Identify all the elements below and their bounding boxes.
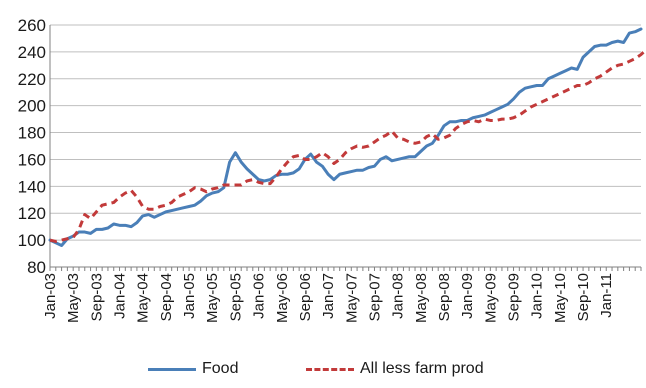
chart-legend: Food All less farm prod: [0, 360, 646, 386]
x-tick-label: Jan-04: [112, 273, 129, 319]
x-tick-label: Jan-11: [598, 273, 615, 318]
y-tick-label: 140: [18, 177, 46, 196]
legend-item-farm: All less farm prod: [306, 360, 484, 378]
x-tick-label: Sep-09: [506, 273, 523, 321]
x-tick-label: Jan-09: [459, 273, 476, 319]
legend-item-food: Food: [148, 360, 238, 378]
x-tick-label: Sep-03: [88, 273, 105, 321]
y-tick-label: 260: [18, 16, 46, 35]
y-tick-label: 160: [18, 150, 46, 169]
series-line-all-less-farm-prod: [49, 47, 646, 243]
x-tick-label: May-06: [274, 273, 291, 323]
x-tick-label: May-07: [343, 273, 360, 323]
y-tick-label: 240: [18, 43, 46, 62]
legend-label-food: Food: [202, 360, 239, 377]
x-tick-label: Sep-05: [227, 273, 244, 321]
x-tick-label: Jan-08: [390, 273, 407, 319]
y-tick-label: 120: [18, 204, 46, 223]
x-tick-label: Sep-10: [575, 273, 592, 321]
x-tick-label: Jan-10: [529, 273, 546, 319]
x-tick-label: Sep-04: [158, 273, 175, 321]
x-tick-label: Sep-06: [297, 273, 314, 321]
x-tick-label: Jan-05: [181, 273, 198, 319]
x-tick-label: Jan-07: [320, 273, 337, 319]
x-tick-label: May-09: [482, 273, 499, 323]
y-tick-label: 220: [18, 70, 46, 89]
x-tick-label: May-04: [135, 273, 152, 323]
legend-label-farm: All less farm prod: [360, 360, 484, 377]
y-tick-label: 100: [18, 231, 46, 250]
y-tick-label: 180: [18, 124, 46, 143]
x-tick-label: Sep-08: [436, 273, 453, 321]
x-tick-label: May-03: [65, 273, 82, 323]
legend-swatch-food: [148, 367, 196, 371]
y-tick-label: 200: [18, 97, 46, 116]
chart-svg: 80 100 120 140 160 180 200 220 240 260 Jan-03 May-0…: [18, 16, 646, 323]
legend-swatch-farm: [306, 367, 354, 371]
x-tick-label: Jan-06: [251, 273, 268, 319]
series-line-food: [48, 27, 643, 247]
x-tick-label: May-05: [204, 273, 221, 323]
x-tick-label: Jan-03: [42, 273, 59, 319]
y-tick-label: 80: [27, 258, 46, 277]
x-tick-label: May-10: [552, 273, 569, 323]
x-tick-label: Sep-07: [366, 273, 383, 321]
x-tick-label: May-08: [413, 273, 430, 323]
